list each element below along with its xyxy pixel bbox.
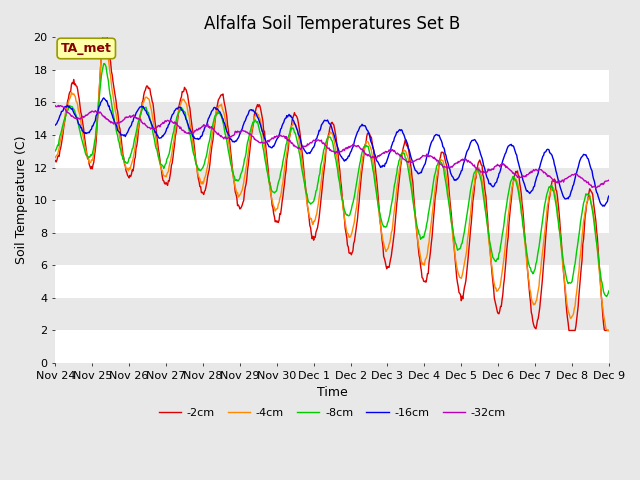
- -16cm: [600, 203, 608, 209]
- -2cm: [378, 237, 386, 243]
- -4cm: [555, 223, 563, 229]
- -2cm: [173, 117, 181, 122]
- -32cm: [51, 103, 59, 108]
- -8cm: [433, 163, 440, 169]
- -8cm: [100, 61, 108, 67]
- -32cm: [592, 185, 600, 191]
- -32cm: [173, 122, 181, 128]
- -16cm: [100, 95, 108, 101]
- -16cm: [51, 122, 59, 128]
- -16cm: [324, 119, 332, 125]
- Legend: -2cm, -4cm, -8cm, -16cm, -32cm: -2cm, -4cm, -8cm, -16cm, -32cm: [154, 404, 510, 422]
- -8cm: [173, 112, 181, 118]
- -4cm: [604, 327, 612, 333]
- Line: -2cm: -2cm: [55, 28, 609, 330]
- X-axis label: Time: Time: [317, 386, 348, 399]
- -16cm: [378, 164, 386, 170]
- -4cm: [198, 181, 205, 187]
- -4cm: [100, 34, 108, 39]
- Title: Alfalfa Soil Temperatures Set B: Alfalfa Soil Temperatures Set B: [204, 15, 460, 33]
- -2cm: [51, 157, 59, 163]
- -4cm: [324, 133, 332, 139]
- -4cm: [173, 112, 181, 118]
- -8cm: [603, 294, 611, 300]
- -16cm: [433, 132, 440, 137]
- -2cm: [555, 209, 563, 215]
- Bar: [55, 330, 609, 363]
- Bar: [55, 135, 609, 168]
- -32cm: [198, 125, 205, 131]
- -2cm: [605, 327, 612, 333]
- -8cm: [378, 220, 386, 226]
- -2cm: [433, 182, 440, 188]
- Line: -4cm: -4cm: [55, 36, 609, 330]
- -2cm: [565, 327, 573, 333]
- -8cm: [555, 225, 563, 231]
- -8cm: [51, 148, 59, 154]
- -32cm: [324, 146, 332, 152]
- Bar: [55, 265, 609, 298]
- Y-axis label: Soil Temperature (C): Soil Temperature (C): [15, 136, 28, 264]
- -4cm: [378, 233, 386, 239]
- Line: -8cm: -8cm: [55, 64, 609, 297]
- -32cm: [54, 103, 62, 108]
- -4cm: [51, 155, 59, 161]
- -2cm: [100, 25, 108, 31]
- -4cm: [605, 327, 612, 333]
- Line: -16cm: -16cm: [55, 98, 609, 206]
- -2cm: [324, 132, 332, 138]
- -8cm: [198, 167, 205, 172]
- Text: TA_met: TA_met: [61, 42, 112, 55]
- -16cm: [198, 133, 205, 139]
- -16cm: [555, 180, 563, 186]
- -32cm: [433, 158, 440, 164]
- -32cm: [555, 180, 563, 185]
- -32cm: [378, 151, 386, 156]
- -16cm: [173, 106, 181, 112]
- -8cm: [324, 134, 332, 140]
- -16cm: [605, 193, 612, 199]
- -4cm: [433, 174, 440, 180]
- -32cm: [605, 177, 612, 183]
- Bar: [55, 200, 609, 233]
- -2cm: [198, 190, 205, 196]
- -8cm: [605, 288, 612, 294]
- Bar: [55, 70, 609, 102]
- Line: -32cm: -32cm: [55, 106, 609, 188]
